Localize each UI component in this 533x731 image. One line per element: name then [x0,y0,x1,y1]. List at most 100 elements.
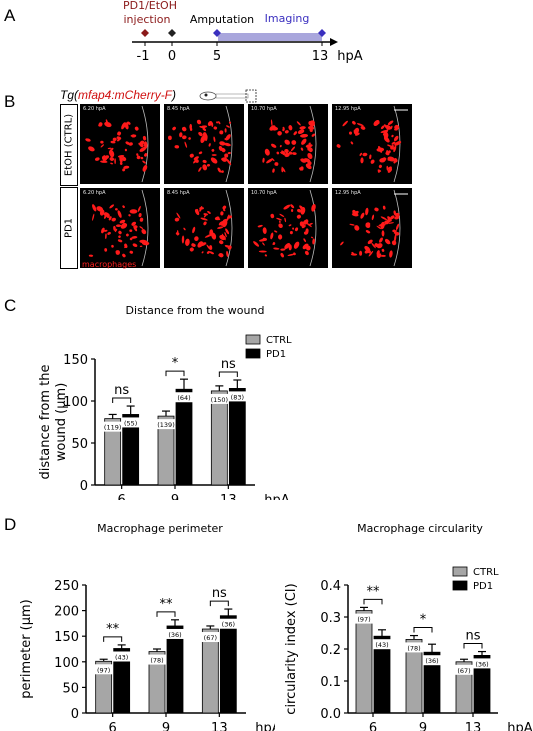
bar [355,610,373,714]
x-tick-label: 9 [419,721,427,731]
bar [210,390,228,486]
n-label: (83) [231,393,244,401]
significance-label: ** [367,584,381,599]
bar [423,651,441,714]
n-label-bg [201,632,220,643]
tick-label: -1 [137,49,150,64]
n-label-bg [175,392,193,403]
legend-label: CTRL [473,567,499,578]
n-label-bg [473,658,491,669]
y-tick-label: 150 [54,630,79,645]
y-tick-label: 250 [54,579,79,594]
n-label: (55) [124,419,137,427]
microscopy-tile: 8.45 hpA [164,188,244,268]
x-tick-label: 6 [118,493,126,500]
y-tick-label: 0.0 [320,707,341,722]
x-unit-label: hpA [507,721,532,731]
n-label-bg [219,618,238,629]
x-tick-label: 6 [109,721,117,731]
macrophage-legend: macrophages [82,260,137,269]
chart-title-distance: Distance from the wound [125,304,265,317]
y-axis-label: circularity index (CI) [284,583,299,714]
significance-bracket [209,600,229,607]
timepoint-label: 6.20 hpA [83,106,106,112]
chart-title-circularity: Macrophage circularity [357,522,483,535]
y-tick-label: 100 [54,656,79,671]
n-label-bg [94,664,113,675]
significance-label: ** [106,622,120,637]
n-label-bg [455,664,473,675]
n-label: (97) [357,616,370,624]
y-tick-label: 0.1 [320,675,341,690]
row-label-pd1: PD1 [63,217,75,239]
chart-title-perimeter: Macrophage perimeter [97,522,223,535]
row-label-ctrl: EtOH (CTRL) [63,113,75,177]
x-tick-label: 9 [171,493,179,500]
bar [473,655,491,714]
n-label-bg [112,651,131,662]
significance-label: * [172,356,179,371]
imaging-start-marker [213,29,221,37]
transgene-prefix: Tg( [60,88,78,102]
n-label-bg [148,654,166,665]
y-tick-label: 100 [63,395,88,410]
y-tick-label: 0.2 [320,643,341,658]
y-tick-label: 0.4 [320,579,341,594]
n-label: (36) [425,657,438,665]
timeline-arrowhead [330,38,338,46]
legend-label: PD1 [473,581,493,592]
transgene-name: mfap4:mCherry-F [78,88,173,102]
n-label: (43) [115,653,128,661]
n-label-bg [121,417,140,428]
n-label: (36) [168,631,181,639]
n-label-bg [423,655,441,666]
significance-label: * [420,613,427,628]
significance-label: ** [160,597,174,612]
significance-bracket [112,397,132,404]
injection-marker [141,29,149,37]
timepoint-label: 12.95 hpA [335,190,361,196]
microscopy-tile: 6.20 hpA [80,104,160,184]
microscopy-tile: 6.20 hpA [80,188,160,268]
y-tick-label: 50 [62,681,79,696]
timepoint-label: 6.20 hpA [83,190,106,196]
n-label: (67) [204,634,217,642]
chart-perimeter: 0 50 100 150 200 250 perimeter (µm) (97) (43) ** 6… [19,579,275,731]
significance-label: ns [465,629,480,644]
legend-swatch [452,566,468,577]
transgene-suffix: ) [172,88,177,102]
legend-swatch [452,580,468,591]
n-label: (78) [150,657,163,665]
n-label: (43) [375,641,388,649]
bar [373,635,391,714]
significance-bracket [463,643,483,649]
n-label: (139) [157,421,174,429]
n-label-bg [373,639,391,650]
legend-swatch [245,334,261,345]
y-tick-label: 150 [63,353,88,368]
n-label-bg [210,393,229,404]
larva-schematic-icon [199,89,257,103]
chart-distance: 0 50 100 150 distance from the wound (µm) (119… [38,334,292,500]
timepoint-label: 10.70 hpA [251,106,277,112]
timepoint-label: 8.45 hpA [167,190,190,196]
x-tick-label: 6 [369,721,377,731]
amputation-marker [168,29,176,37]
y-tick-label: 50 [71,437,88,452]
x-tick-label: 13 [465,721,482,731]
significance-label: ns [212,586,227,601]
significance-bracket [165,370,185,377]
n-label: (119) [104,424,121,432]
unit-label: hpA [337,49,362,64]
tick-label: 13 [312,49,329,64]
n-label: (67) [457,667,470,675]
timepoint-label: 8.45 hpA [167,106,190,112]
panel-letter-b: B [4,92,16,111]
microscopy-tile: 10.70 hpA [248,188,328,268]
y-axis-label: wound (µm) [54,383,69,462]
n-label: (150) [211,396,228,404]
panel-letter-a: A [4,6,16,25]
microscopy-tile: 10.70 hpA [248,104,328,184]
bar [228,388,246,486]
significance-bracket [363,598,383,605]
